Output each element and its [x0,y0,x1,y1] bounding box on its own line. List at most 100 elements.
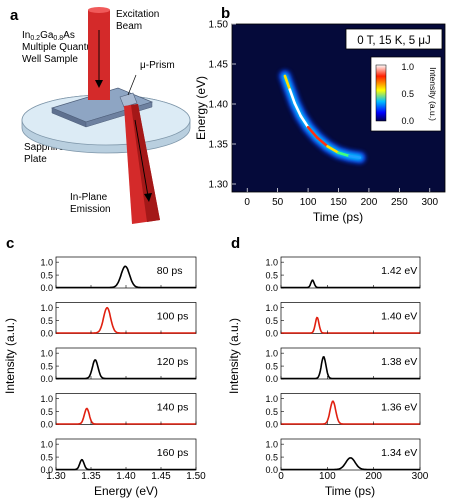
series-line [281,457,420,471]
colorbar-label: Intensity (a.u.) [428,67,438,121]
heatmap-y-tick-label: 1.30 [209,180,229,191]
panel-a: a In0.2Ga0.8As Multiple Quantum Well Sam… [10,7,191,224]
series-line [281,356,420,380]
panel-c-letter: c [6,235,14,252]
y-tick-label: 0.0 [40,420,53,430]
series-label: 80 ps [157,265,183,277]
y-tick-label: 0.5 [40,407,53,417]
series-label: 1.42 eV [381,265,417,277]
excitation-arrowhead-icon [95,80,103,88]
y-tick-label: 1.0 [265,257,278,267]
series-label: 1.38 eV [381,356,417,368]
heatmap-x-label: Time (ps) [313,210,363,224]
x-tick-label: 1.45 [151,471,171,482]
heatmap-x-tick-label: 50 [272,197,284,208]
panel-c: c 0.0 0.5 1.0 80 ps 0.0 0.5 1.0 100 ps 0.0 0.5 1.0… [3,235,206,498]
y-tick-label: 0.0 [40,465,53,475]
heatmap-ridge-segment [288,88,296,105]
heatmap-x-tick-label: 0 [244,197,250,208]
x-tick-label: 300 [412,471,429,482]
heatmap-ridge-segment [348,154,362,159]
y-tick-label: 0.0 [265,420,278,430]
heatmap-ridge-segment [299,114,310,129]
transients-x-label: Time (ps) [325,484,375,498]
series-label: 1.40 eV [381,311,417,323]
colorbar-tick-05: 0.5 [401,89,414,99]
micro-prism-icon [119,92,138,108]
heatmap-ridge-segment [283,74,292,91]
emission-arrowhead-icon [144,193,152,202]
y-tick-label: 0.0 [40,329,53,339]
x-tick-label: 100 [319,471,336,482]
y-tick-label: 0.5 [40,361,53,371]
series-label: 100 ps [157,311,189,323]
colorbar [375,64,387,122]
heatmap-x-tick-label: 150 [330,197,347,208]
heatmap-ridge-segment [306,125,319,139]
transients-stack: 0.0 0.5 1.0 1.42 eV 0.0 0.5 1.0 1.40 eV 0.0 0.5 1.… [265,256,429,482]
spectra-x-label: Energy (eV) [94,484,158,498]
heatmap-ridge-segment [293,101,303,118]
emission-arrow-icon [134,119,149,197]
y-tick-label: 0.5 [40,316,53,326]
y-tick-label: 1.0 [40,257,53,267]
heatmap-y-tick-label: 1.45 [209,60,229,71]
y-tick-label: 0.5 [265,452,278,462]
y-tick-label: 0.5 [265,407,278,417]
prism-label: μ-Prism [140,60,175,71]
y-tick-label: 0.5 [40,452,53,462]
panel-b-letter: b [221,5,230,22]
heatmap-y-tick-label: 1.50 [209,20,229,31]
transients-y-label: Intensity (a.u.) [227,318,241,394]
x-tick-label: 1.40 [116,471,136,482]
y-tick-label: 1.0 [40,303,53,313]
y-tick-label: 0.5 [265,270,278,280]
y-tick-label: 0.0 [40,283,53,293]
panel-a-letter: a [10,7,19,24]
heatmap-ridge [278,70,366,164]
sapphire-label-line1: Sapphire [24,142,64,153]
heatmap-ridge-segment [315,136,329,148]
series-label: 140 ps [157,402,189,414]
series-label: 120 ps [157,356,189,368]
y-tick-label: 1.0 [265,394,278,404]
y-tick-label: 1.0 [265,439,278,449]
y-tick-label: 0.5 [40,270,53,280]
x-tick-label: 1.30 [46,471,66,482]
x-tick-label: 200 [365,471,382,482]
spectra-stack: 0.0 0.5 1.0 80 ps 0.0 0.5 1.0 100 ps 0.0 0.5 1.0 12… [40,256,206,482]
series-line [281,279,420,289]
y-tick-label: 1.0 [265,348,278,358]
y-tick-label: 0.5 [265,361,278,371]
panel-d: d 0.0 0.5 1.0 1.42 eV 0.0 0.5 1.0 1.40 eV 0.0 0.5… [227,235,429,498]
series-line [281,400,420,425]
series-label: 1.34 eV [381,447,417,459]
sample-label-line3: Well Sample [22,54,78,65]
x-tick-label: 1.50 [186,471,206,482]
spectra-y-label: Intensity (a.u.) [3,318,17,394]
excitation-label-line2: Beam [116,21,142,32]
series-line [281,316,420,334]
y-tick-label: 0.0 [265,329,278,339]
prism-pointer-icon [127,74,137,96]
y-tick-label: 0.5 [265,316,278,326]
heatmap-x-tick-label: 250 [391,197,408,208]
panel-b: b 0 50 100 150 200 250 300 1.30 1.35 1.40 1.45 1.50… [194,5,446,224]
emission-label-line1: In-Plane [70,192,108,203]
series-label: 1.36 eV [381,402,417,414]
heatmap-x-tick-label: 100 [300,197,317,208]
annotation-text: 0 T, 15 K, 5 μJ [357,35,431,47]
series-label: 160 ps [157,447,189,459]
colorbar-tick-1: 1.0 [401,62,414,72]
heatmap-y-tick-label: 1.40 [209,100,229,111]
y-tick-label: 1.0 [40,394,53,404]
sapphire-label-line2: Plate [24,154,47,165]
heatmap-ridge-segment [337,151,351,158]
x-tick-label: 1.35 [81,471,101,482]
sample-label-line1: In0.2Ga0.8As [22,30,75,42]
y-tick-label: 1.0 [40,348,53,358]
y-tick-label: 0.0 [40,374,53,384]
emission-label-line2: Emission [70,204,111,215]
series-line [56,265,196,289]
y-tick-label: 1.0 [40,439,53,449]
